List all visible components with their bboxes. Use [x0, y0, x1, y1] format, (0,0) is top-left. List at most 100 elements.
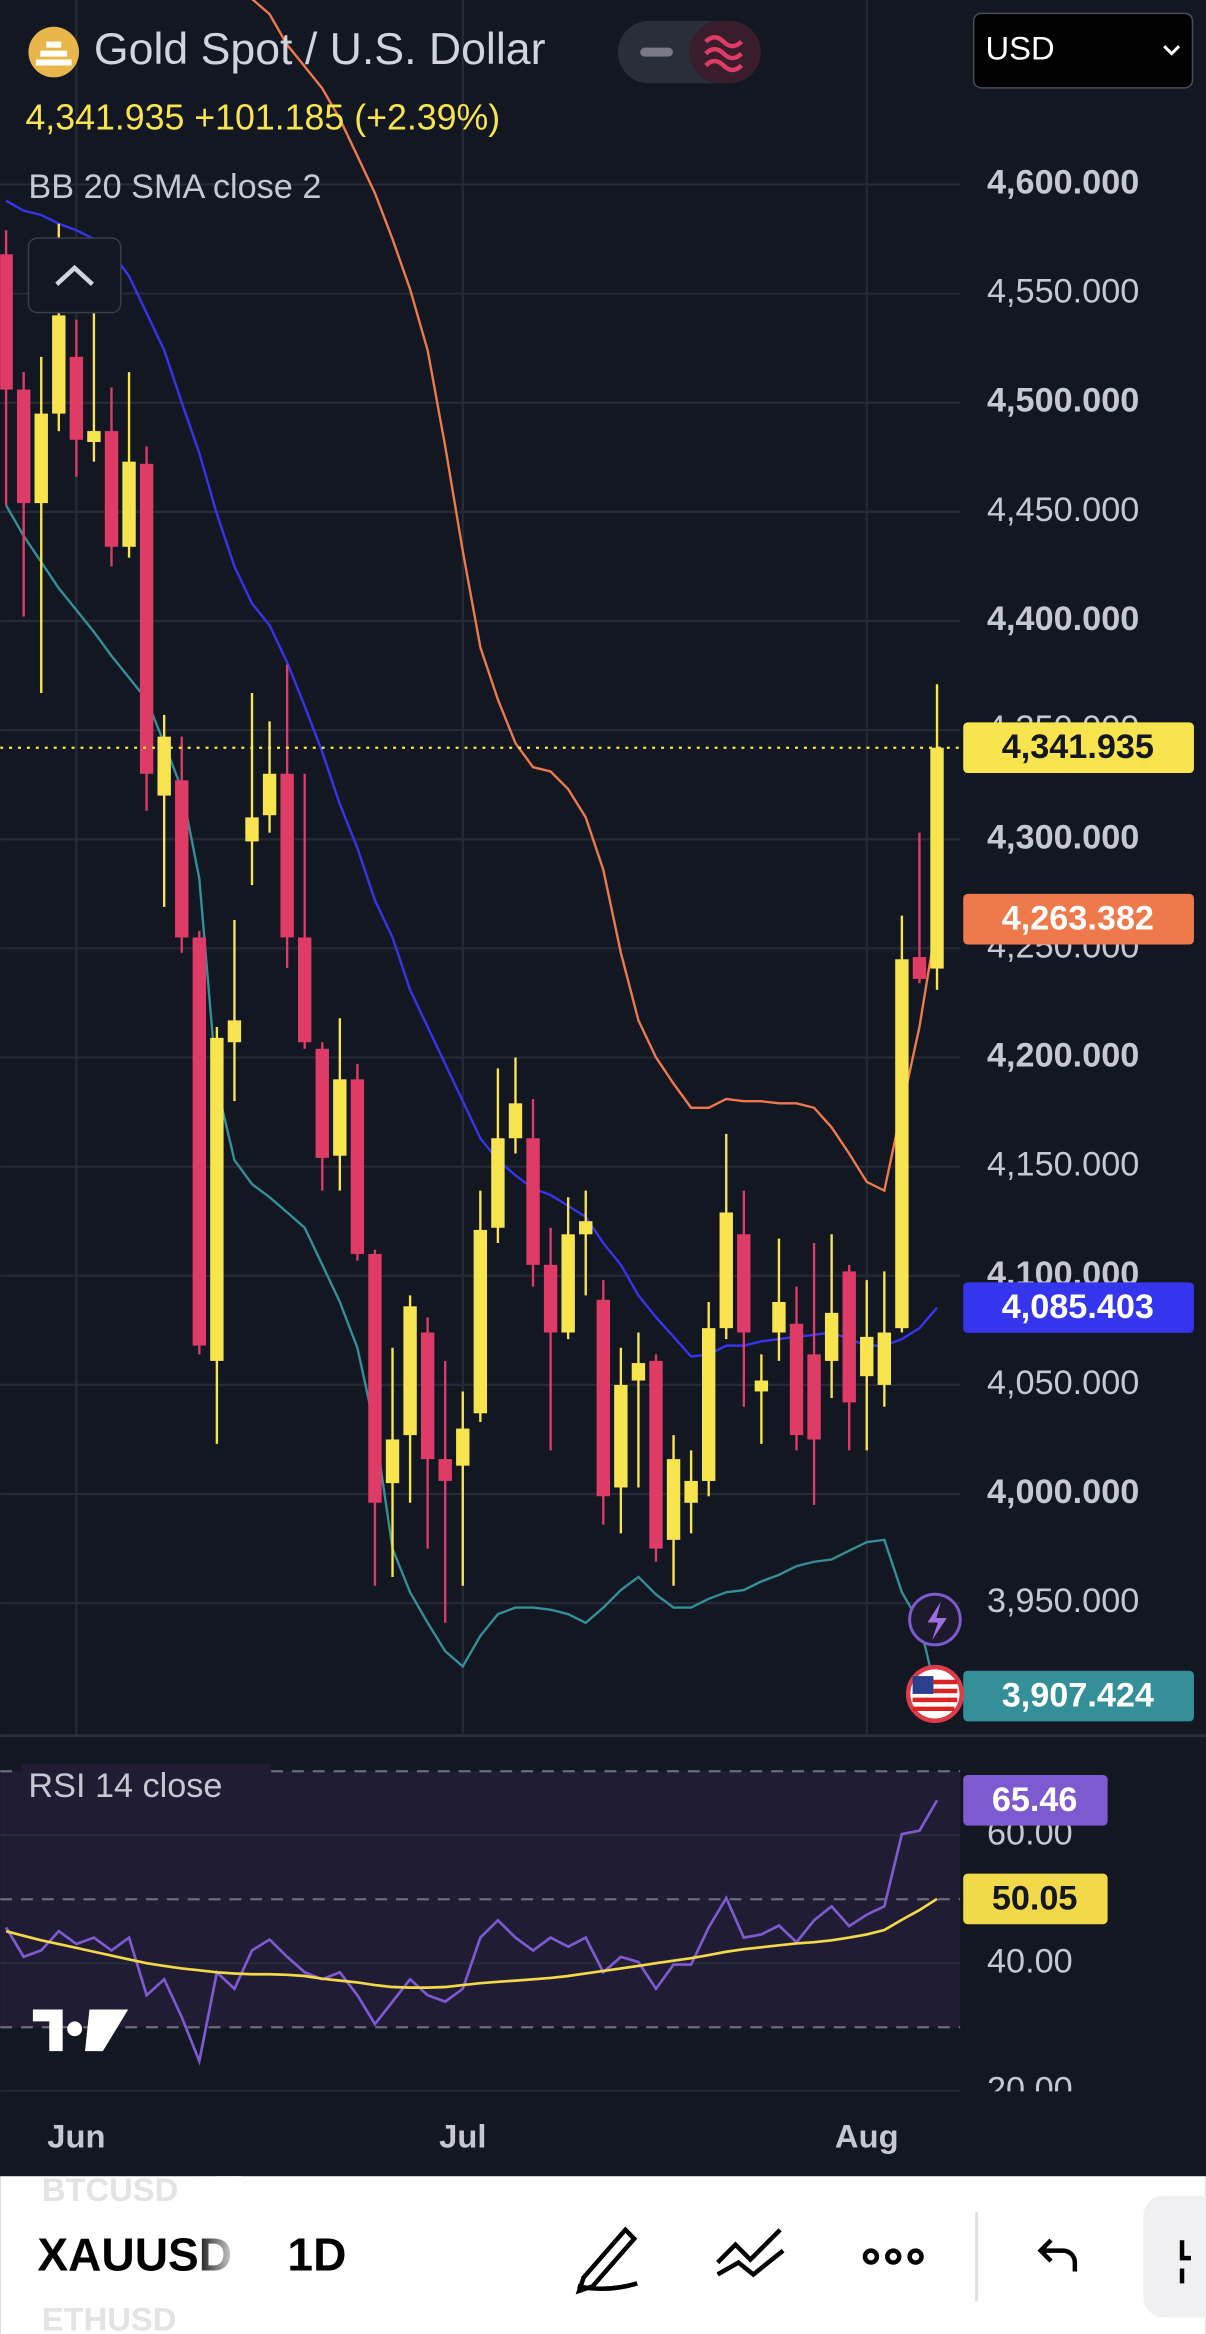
- candle-body: [315, 1048, 329, 1158]
- candle-body: [789, 1323, 804, 1436]
- value-tag-label: 65.46: [992, 1781, 1078, 1819]
- candle-body: [754, 1380, 769, 1392]
- y-tick-label: 4,000.000: [987, 1473, 1139, 1511]
- candle-body: [262, 773, 277, 816]
- logo-bars: [35, 41, 72, 66]
- rsi-line: [4, 1799, 939, 2066]
- toggle-icon: [640, 47, 673, 57]
- candle-body: [807, 1354, 821, 1440]
- x-tick-label: Jul: [439, 2118, 486, 2155]
- candle-body: [385, 1439, 400, 1484]
- candle-body: [701, 1328, 716, 1481]
- interval[interactable]: 1D: [287, 2228, 346, 2280]
- candle-body: [438, 1459, 452, 1481]
- quote-change: +101.185: [194, 98, 344, 138]
- candle-body: [456, 1428, 470, 1466]
- candle-body: [0, 254, 13, 390]
- y-tick-label: 4,400.000: [987, 600, 1139, 638]
- candle-body: [526, 1138, 540, 1265]
- flag-canton: [912, 1676, 934, 1694]
- candle-body: [912, 957, 927, 979]
- candle-body: [403, 1306, 417, 1436]
- candle-body: [34, 413, 48, 504]
- rsi-title: RSI 14 close: [28, 1767, 222, 1805]
- candle-body: [824, 1312, 839, 1361]
- side-button[interactable]: [1143, 2195, 1206, 2318]
- lines-icon[interactable]: [716, 2228, 785, 2278]
- y-tick-label: 4,300.000: [987, 818, 1139, 856]
- y-tick-label: 20.00: [987, 2070, 1073, 2108]
- candle-body: [245, 817, 259, 842]
- candle-body: [930, 747, 944, 969]
- y-tick-label: 4,200.000: [987, 1037, 1139, 1075]
- candle-body: [298, 937, 312, 1043]
- candle-body: [280, 773, 294, 938]
- price-tag: [963, 1282, 1194, 1333]
- price-tag-label: 4,341.935: [1002, 728, 1154, 766]
- band-line: [5, 504, 939, 1697]
- y-tick-label: 40.00: [987, 1942, 1073, 1980]
- candle-body: [333, 1079, 347, 1156]
- candle-body: [842, 1271, 856, 1403]
- symbol-fade: [193, 2176, 242, 2334]
- toggle-wave: [704, 34, 744, 73]
- candle-body: [368, 1253, 382, 1503]
- candle-body: [877, 1332, 892, 1385]
- collapse-button[interactable]: [27, 237, 122, 314]
- tv-logo: [32, 2009, 129, 2052]
- candle-body: [684, 1480, 698, 1503]
- candle-body: [157, 736, 171, 796]
- candle-body: [175, 780, 189, 938]
- candle-body: [596, 1299, 610, 1497]
- y-tick-label: 4,050.000: [987, 1364, 1139, 1402]
- rsi-line: [5, 1897, 938, 1989]
- candle-body: [631, 1363, 646, 1381]
- more-icon[interactable]: [862, 2248, 924, 2265]
- candle-body: [579, 1221, 593, 1235]
- candle-body: [543, 1264, 558, 1333]
- candle-body: [16, 389, 31, 504]
- candle-body: [614, 1384, 628, 1488]
- candle-body: [52, 315, 66, 414]
- candle-body: [420, 1332, 435, 1460]
- price-tag: [963, 1670, 1194, 1722]
- price-tag-label: 3,907.424: [1002, 1677, 1154, 1715]
- candle-body: [104, 431, 119, 547]
- symbol-prev[interactable]: BTCUSD: [42, 2171, 178, 2208]
- value-tag: [963, 1774, 1108, 1826]
- y-tick-label: 3,950.000: [987, 1582, 1139, 1620]
- band-line: [5, 199, 938, 1358]
- quote-change-pct: (+2.39%): [354, 98, 500, 138]
- flag-stripes: [912, 1679, 958, 1712]
- y-tick-label: 4,550.000: [987, 273, 1139, 311]
- candle-body: [122, 461, 136, 547]
- symbol-next[interactable]: ETHUSD: [42, 2301, 177, 2334]
- candle-body: [561, 1234, 575, 1333]
- candle-body: [69, 356, 84, 440]
- price-tag-label: 4,085.403: [1002, 1288, 1154, 1326]
- currency-dropdown[interactable]: [972, 12, 1194, 89]
- x-tick-label: Jun: [47, 2118, 105, 2155]
- quote: 4,341.935 +101.185 (+2.39%): [25, 98, 500, 138]
- candle-body: [508, 1103, 523, 1139]
- y-tick-label: 4,450.000: [987, 491, 1139, 529]
- quote-price: 4,341.935: [25, 98, 184, 138]
- candle-body: [860, 1336, 874, 1377]
- indicator-label[interactable]: BB 20 SMA close 2: [28, 168, 321, 206]
- y-tick-label: 4,500.000: [987, 382, 1139, 420]
- candle-body: [227, 1020, 242, 1043]
- candle-body: [87, 431, 101, 442]
- candle-body: [491, 1138, 505, 1228]
- y-tick-label: 4,150.000: [987, 1146, 1139, 1184]
- chevron-up: [55, 264, 94, 286]
- undo-icon[interactable]: [1037, 2238, 1078, 2272]
- draw-icon[interactable]: [575, 2226, 638, 2295]
- symbol-title[interactable]: Gold Spot / U.S. Dollar: [94, 25, 546, 74]
- candle-body: [772, 1301, 786, 1333]
- candle-body: [210, 1037, 224, 1361]
- candle-body: [192, 937, 207, 1346]
- price-tag: [963, 722, 1194, 774]
- value-tag: [963, 1873, 1108, 1925]
